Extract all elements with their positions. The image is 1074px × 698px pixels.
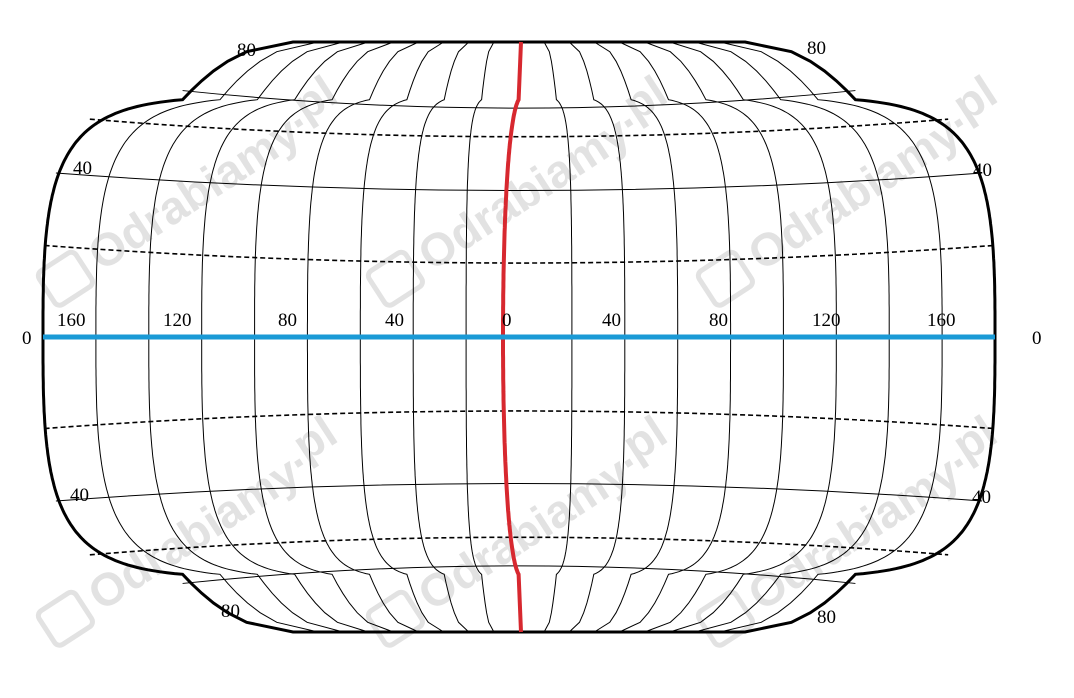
latitude-label-right: 80	[817, 607, 836, 628]
latitude-label-left: 40	[73, 158, 92, 179]
latitude-label-right: 80	[807, 38, 826, 59]
parallel-line	[182, 90, 856, 109]
parallel-line	[55, 172, 983, 192]
longitude-label: 40	[602, 310, 621, 331]
watermark: Odrabiamy.pl	[695, 65, 1006, 308]
latitude-label-right: 40	[972, 487, 991, 508]
latitude-label-left: 80	[221, 601, 240, 622]
longitude-label: 80	[278, 310, 297, 331]
longitude-label: 120	[163, 310, 192, 331]
longitude-label: 80	[709, 310, 728, 331]
latitude-label-left: 40	[70, 485, 89, 506]
watermark-layer: Odrabiamy.plOdrabiamy.plOdrabiamy.plOdra…	[35, 65, 1006, 648]
longitude-label: 160	[57, 310, 86, 331]
latitude-label-left: 0	[22, 328, 32, 349]
svg-text:Odrabiamy: Odrabiamy	[79, 446, 309, 621]
latitude-label-right: 0	[1032, 328, 1042, 349]
watermark-logo-icon	[35, 589, 95, 648]
dashed-parallel-line	[44, 410, 994, 430]
parallel-line	[182, 565, 856, 584]
longitude-label: 160	[927, 310, 956, 331]
watermark: Odrabiamy.pl	[35, 65, 346, 308]
latitude-label-left: 80	[237, 40, 256, 61]
dashed-parallel-line	[89, 118, 949, 138]
dashed-parallel-line	[44, 244, 994, 264]
watermark-logo-icon	[695, 249, 755, 308]
longitude-label: 40	[385, 310, 404, 331]
longitude-label: 120	[812, 310, 841, 331]
latitude-label-right: 40	[973, 160, 992, 181]
svg-text:Odrabiamy: Odrabiamy	[79, 106, 309, 281]
longitude-label: 0	[502, 310, 512, 331]
dashed-parallel-line	[89, 536, 949, 556]
watermark-logo-icon	[365, 249, 425, 308]
parallel-line	[55, 482, 983, 502]
map-outline	[41, 40, 997, 634]
parallel-lines	[44, 90, 994, 584]
svg-text:Odrabiamy: Odrabiamy	[409, 446, 639, 621]
svg-text:Odrabiamy: Odrabiamy	[409, 106, 639, 281]
svg-text:Odrabiamy: Odrabiamy	[739, 446, 969, 621]
watermark-logo-icon	[35, 249, 95, 308]
